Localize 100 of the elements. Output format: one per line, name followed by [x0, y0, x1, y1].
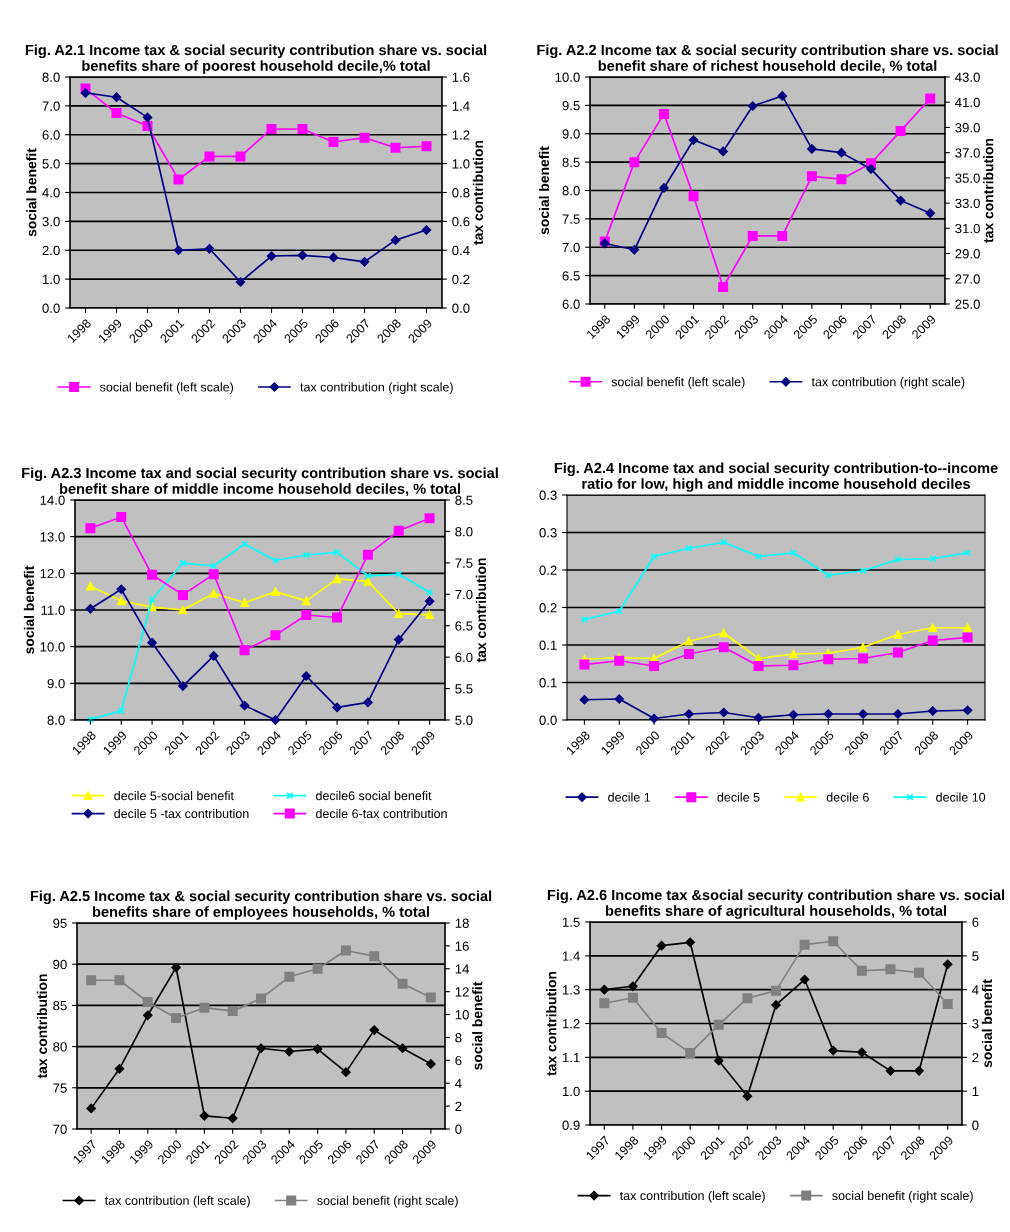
y2-tick-label: 25.0: [955, 299, 980, 309]
y-tick-label: 0.9: [562, 1120, 580, 1130]
y2-tick-label: 39.0: [955, 123, 980, 133]
y-tick-label: 1.0: [42, 274, 60, 285]
y-tick-label: 4.0: [42, 188, 60, 198]
y2-tick-label: 3: [972, 1019, 979, 1029]
y-tick-label: 6.0: [562, 299, 580, 309]
y-axis-title: social benefit: [538, 146, 550, 235]
y-tick-label: 10.0: [40, 642, 65, 652]
y-tick-label: 3.0: [42, 216, 60, 227]
y-tick-label: 10.0: [555, 72, 580, 82]
y2-tick-label: 8.5: [455, 495, 473, 505]
y-tick-label: 1.1: [562, 1053, 580, 1063]
y2-tick-label: 18: [455, 918, 469, 928]
legend-label: decile 6: [826, 792, 869, 802]
y2-tick-label: 8: [455, 1033, 462, 1043]
y-tick-label: 90: [53, 959, 67, 970]
y2-tick-label: 12: [455, 987, 469, 997]
y2-tick-label: 10: [455, 1010, 469, 1020]
y-tick-label: 1.2: [562, 1019, 580, 1029]
y2-tick-label: 0: [972, 1120, 979, 1130]
y-tick-label: 8.0: [42, 72, 60, 82]
legend-label: tax contribution (right scale): [811, 377, 965, 389]
y-tick-label: 9.5: [562, 100, 580, 111]
legend-label: social benefit (right scale): [317, 1195, 458, 1208]
y2-axis-title: tax contribution: [475, 558, 487, 663]
y-tick-label: 0.2: [539, 565, 557, 575]
y-tick-label: 1.4: [562, 951, 580, 961]
legend-label: social benefit (left scale): [611, 377, 745, 389]
y2-tick-label: 41.0: [955, 97, 980, 108]
y2-tick-label: 1.6: [452, 72, 470, 82]
y-tick-label: 0.3: [539, 528, 557, 538]
y2-tick-label: 14: [455, 964, 470, 974]
y-tick-label: 95: [53, 918, 67, 928]
y-tick-label: 8.0: [47, 715, 65, 725]
y2-tick-label: 1: [972, 1086, 979, 1096]
y2-tick-label: 7.0: [455, 589, 473, 600]
y-axis-title: tax contribution: [36, 974, 48, 1079]
y-tick-label: 0.0: [42, 303, 60, 313]
y-tick-label: 9.0: [562, 129, 580, 139]
y-tick-label: 0.1: [539, 678, 557, 688]
y2-tick-label: 0.2: [452, 274, 470, 285]
y2-tick-label: 1.2: [452, 130, 470, 140]
y2-tick-label: 0.6: [452, 216, 470, 227]
y2-tick-label: 0.0: [452, 303, 470, 313]
y-tick-label: 6.5: [562, 271, 580, 281]
y2-tick-label: 27.0: [955, 274, 980, 284]
y2-tick-label: 1.4: [452, 101, 470, 111]
y2-axis-title: tax contribution: [472, 140, 484, 245]
y-tick-label: 0.1: [539, 640, 557, 650]
y-tick-label: 7.5: [562, 214, 580, 224]
y-tick-label: 2.0: [42, 245, 60, 256]
y2-tick-label: 6: [455, 1055, 462, 1066]
y2-tick-label: 5.5: [455, 684, 473, 694]
y-tick-label: 75: [53, 1083, 67, 1093]
y2-tick-label: 4: [972, 985, 979, 995]
y2-tick-label: 31.0: [955, 223, 980, 234]
y-tick-label: 9.0: [47, 678, 65, 689]
y2-tick-label: 0: [455, 1124, 462, 1134]
y-tick-label: 12.0: [40, 568, 65, 579]
y-tick-label: 1.5: [562, 917, 580, 927]
y2-tick-label: 5.0: [455, 715, 473, 725]
legend-label: social benefit (left scale): [100, 382, 234, 394]
y-tick-label: 11.0: [41, 605, 65, 615]
y2-axis-title: tax contribution: [983, 138, 994, 243]
y-tick-label: 1.3: [562, 985, 580, 995]
y2-tick-label: 1.0: [452, 159, 470, 169]
y-tick-label: 14.0: [40, 495, 65, 505]
y2-tick-label: 0.8: [452, 188, 470, 198]
y2-tick-label: 2: [455, 1101, 462, 1111]
y2-tick-label: 6: [972, 917, 979, 927]
y2-axis-title: social benefit: [472, 981, 483, 1070]
y2-tick-label: 0.4: [452, 245, 470, 256]
y2-tick-label: 16: [455, 941, 469, 951]
y-tick-label: 6.0: [42, 130, 60, 140]
y2-tick-label: 33.0: [955, 198, 980, 209]
y2-tick-label: 6.0: [455, 652, 473, 663]
y2-tick-label: 6.5: [455, 621, 473, 631]
legend-label: decile 1: [608, 792, 651, 802]
legend-label: decile 5: [717, 792, 760, 802]
y2-tick-label: 7.5: [455, 558, 473, 568]
y-tick-label: 0.0: [539, 715, 557, 725]
legend-label: tax contribution (right scale): [300, 382, 453, 394]
y2-tick-label: 37.0: [955, 148, 980, 158]
legend-label: decile 5-social benefit: [114, 791, 234, 801]
y-tick-label: 85: [53, 1000, 67, 1011]
y-tick-label: 7.0: [562, 242, 580, 253]
y2-tick-label: 4: [455, 1078, 462, 1088]
y2-tick-label: 5: [972, 951, 979, 961]
y-axis-title: social benefit: [23, 565, 35, 654]
y-axis-title: tax contribution: [546, 971, 557, 1076]
y2-tick-label: 8.0: [455, 527, 473, 537]
y-tick-label: 13.0: [40, 532, 65, 542]
y2-axis-title: social benefit: [981, 979, 993, 1068]
y-axis-title: social benefit: [26, 148, 37, 237]
y2-tick-label: 29.0: [955, 249, 980, 259]
y-tick-label: 0.3: [539, 490, 557, 500]
y-tick-label: 70: [53, 1124, 67, 1134]
legend-label: tax contribution (left scale): [619, 1190, 765, 1203]
y2-tick-label: 43.0: [955, 72, 980, 82]
